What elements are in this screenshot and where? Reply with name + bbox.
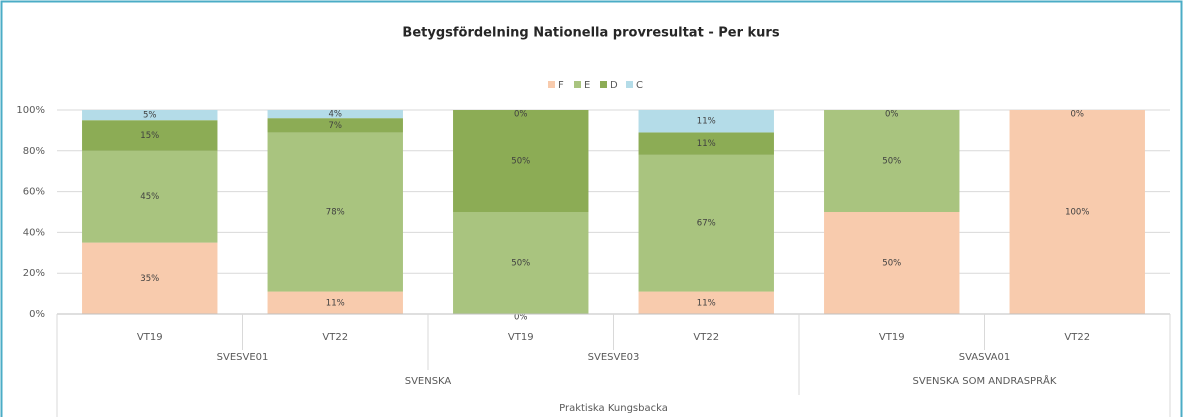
data-label: 50%: [882, 157, 901, 167]
y-tick-label: 40%: [23, 227, 45, 238]
data-label: 0%: [885, 110, 899, 120]
legend-swatch: [626, 81, 633, 88]
chart-title: Betygsfördelning Nationella provresultat…: [402, 26, 779, 41]
bar-segment: [82, 242, 218, 314]
group-label: SVENSKA SOM ANDRASPRÅK: [913, 374, 1057, 387]
data-label: 4%: [329, 110, 343, 120]
x-tick-label: VT22: [322, 332, 348, 343]
data-label: 35%: [140, 274, 159, 284]
bar-segment: [453, 212, 589, 314]
data-label: 0%: [514, 313, 528, 323]
y-tick-label: 0%: [29, 309, 45, 320]
x-tick-label: VT22: [1064, 332, 1090, 343]
x-tick-label: VT19: [508, 332, 534, 343]
data-label: 7%: [329, 121, 343, 131]
data-label: 11%: [326, 298, 345, 308]
bar-segment: [82, 120, 218, 151]
bar-segment: [638, 110, 774, 133]
legend-label: F: [558, 80, 564, 91]
group-label: SVESVE03: [588, 352, 640, 363]
y-tick-label: 100%: [16, 105, 45, 116]
y-tick-label: 60%: [23, 187, 45, 198]
legend-swatch: [574, 81, 581, 88]
data-label: 78%: [326, 208, 345, 218]
x-tick-label: VT22: [693, 332, 719, 343]
data-label: 11%: [697, 117, 716, 127]
bar-segment: [638, 291, 774, 314]
legend-label: E: [584, 80, 590, 91]
bar-segment: [824, 110, 960, 212]
bar-segment: [267, 132, 403, 292]
bar-segment: [267, 291, 403, 314]
x-tick-label: VT19: [879, 332, 905, 343]
bar-segment: [82, 150, 218, 243]
bar-segment: [824, 212, 960, 314]
bar-segment: [82, 110, 218, 121]
y-tick-label: 80%: [23, 146, 45, 157]
group-label: SVESVE01: [217, 352, 269, 363]
data-label: 67%: [697, 219, 716, 229]
x-tick-label: VT19: [137, 332, 163, 343]
data-label: 11%: [697, 139, 716, 149]
bar-segment: [267, 110, 403, 119]
data-label: 15%: [140, 131, 159, 141]
data-label: 0%: [1071, 110, 1085, 120]
bar-segment: [453, 110, 589, 212]
legend-swatch: [548, 81, 555, 88]
data-label: 50%: [882, 259, 901, 269]
data-label: 50%: [511, 157, 530, 167]
data-label: 5%: [143, 111, 157, 121]
legend-label: D: [610, 80, 618, 91]
group-label: SVASVA01: [959, 352, 1011, 363]
bar-segment: [267, 118, 403, 133]
data-label: 50%: [511, 259, 530, 269]
legend-swatch: [600, 81, 607, 88]
data-label: 100%: [1065, 208, 1089, 218]
data-label: 11%: [697, 298, 716, 308]
data-label: 45%: [140, 192, 159, 202]
group-label: SVENSKA: [405, 376, 452, 387]
data-label: 0%: [514, 110, 528, 120]
bar-segment: [638, 154, 774, 292]
group-label: Praktiska Kungsbacka: [559, 403, 668, 414]
legend-label: C: [636, 80, 643, 91]
bar-segment: [1009, 110, 1145, 314]
y-tick-label: 20%: [23, 268, 45, 279]
bar-segment: [638, 132, 774, 155]
